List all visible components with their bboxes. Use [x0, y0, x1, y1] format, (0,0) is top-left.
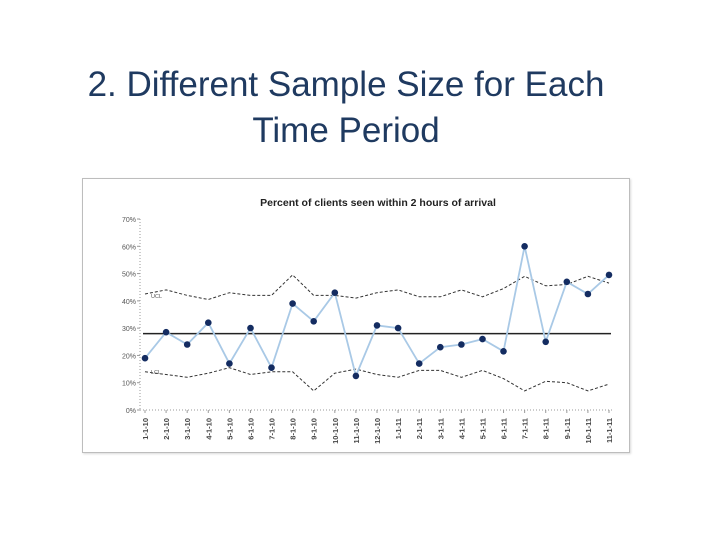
slide-title-line-2: Time Period: [252, 111, 440, 150]
data-point: [268, 364, 275, 371]
data-point: [415, 360, 423, 367]
x-tick-label: 7-1-10: [268, 418, 277, 440]
x-tick-label: 11-1-11: [605, 418, 614, 443]
x-tick-label: 10-1-11: [584, 418, 593, 443]
data-point: [542, 338, 549, 346]
upper-limit-label: UCL: [151, 294, 162, 300]
x-tick-label: 10-1-10: [331, 418, 340, 444]
upper-limit-line: [144, 274, 610, 301]
data-point: [289, 300, 296, 307]
axes: 0% 10% 20% 30% 40% 50% 60% 70% 1-1-10 2-1-10 3-1-1…: [122, 217, 614, 444]
y-tick-label: 30%: [122, 326, 136, 333]
x-tick-label: 5-1-11: [478, 418, 487, 439]
data-point: [205, 319, 212, 326]
data-point: [310, 318, 317, 325]
y-tick-label: 40%: [122, 299, 136, 306]
slide-title: 2. Different Sample Size for Each Time P…: [0, 62, 692, 154]
x-tick-label: 9-1-11: [563, 418, 572, 439]
data-point: [141, 354, 149, 362]
lower-limit-line: [144, 367, 610, 392]
control-chart: Percent of clients seen within 2 hours o…: [82, 178, 630, 453]
x-tick-label: 8-1-10: [289, 418, 298, 440]
x-tick-label: 11-1-10: [352, 418, 361, 443]
y-tick-label: 60%: [122, 244, 136, 251]
data-point: [226, 360, 233, 367]
x-tick-label: 3-1-10: [183, 418, 192, 440]
x-tick-label: 7-1-11: [521, 418, 530, 439]
x-tick-label: 12-1-10: [373, 418, 382, 444]
control-chart-svg: Percent of clients seen within 2 hours o…: [122, 197, 614, 444]
data-point: [394, 324, 402, 332]
data-point: [479, 335, 486, 343]
data-point: [247, 324, 254, 332]
x-tick-label: 9-1-10: [310, 418, 319, 440]
data-series: [141, 243, 613, 380]
data-point: [584, 290, 592, 298]
x-tick-label: 5-1-10: [225, 418, 234, 440]
data-point: [500, 348, 507, 355]
y-tick-label: 70%: [122, 217, 136, 224]
data-point: [563, 278, 571, 286]
data-point: [373, 322, 381, 329]
data-point: [605, 271, 613, 279]
x-tick-label: 4-1-11: [457, 418, 466, 439]
limit-labels: UCL LCL: [151, 294, 162, 376]
data-point: [437, 343, 444, 351]
chart-title: Percent of clients seen within 2 hours o…: [260, 197, 496, 209]
data-line: [144, 246, 610, 379]
x-tick-label: 8-1-11: [542, 418, 551, 439]
x-tick-label: 3-1-11: [436, 418, 445, 439]
data-point: [183, 341, 191, 348]
x-tick-label: 1-1-10: [141, 418, 150, 440]
data-point: [331, 289, 339, 296]
x-tick-label: 6-1-11: [500, 418, 509, 439]
x-tick-label: 2-1-11: [415, 418, 424, 439]
y-tick-label: 50%: [122, 272, 136, 279]
x-tick-label: 2-1-10: [162, 418, 171, 440]
lower-limit-label: LCL: [151, 370, 161, 376]
x-tick-label: 1-1-11: [394, 418, 403, 439]
data-point: [458, 341, 465, 348]
x-tick-label: 6-1-10: [246, 418, 255, 440]
y-tick-label: 10%: [122, 381, 136, 388]
x-tick-label: 4-1-10: [204, 418, 213, 440]
data-point: [352, 372, 360, 380]
slide-title-line-1: 2. Different Sample Size for Each: [87, 65, 605, 104]
y-tick-label: 0%: [126, 408, 136, 415]
y-tick-label: 20%: [122, 353, 136, 360]
data-point: [521, 243, 528, 250]
data-point: [162, 328, 170, 336]
